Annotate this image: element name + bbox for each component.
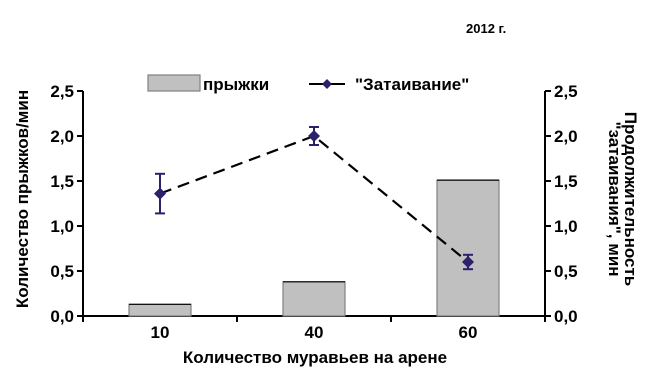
y-right-tick-label: 0,0 — [554, 307, 578, 326]
legend-bar-swatch — [147, 74, 201, 92]
legend-diamond-marker — [322, 79, 332, 89]
line-series — [154, 126, 474, 271]
y-left-tick-label: 0,5 — [50, 262, 74, 281]
year-label: 2012 г. — [466, 21, 506, 36]
bar — [436, 179, 500, 317]
line-series-path — [159, 134, 469, 263]
legend-bars-label: прыжки — [203, 75, 269, 94]
x-tick-label: 40 — [305, 323, 324, 342]
y-left-tick-label: 2,0 — [50, 127, 74, 146]
y-left-tick-label: 2,5 — [50, 82, 74, 101]
y-left-tick-label: 0,0 — [50, 307, 74, 326]
legend: прыжки "Затаивание" — [147, 74, 469, 94]
y-right-tick-label: 2,5 — [554, 82, 578, 101]
y-right-tick-label: 1,5 — [554, 172, 578, 191]
x-axis-title: Количество муравьев на арене — [183, 348, 447, 367]
line-point — [462, 256, 474, 268]
y-axis-right-title-line1: Продолжительность — [621, 112, 640, 287]
y-left-tick-label: 1,0 — [50, 217, 74, 236]
bars — [128, 179, 500, 317]
x-tick-label: 60 — [459, 323, 478, 342]
ticks: 0,0 0,0 0,5 0,5 1,0 1,0 1,5 1,5 2,0 2,0 2,5 2,5 10 40… — [50, 82, 577, 342]
y-right-tick-label: 2,0 — [554, 127, 578, 146]
legend-line-label: "Затаивание" — [355, 75, 469, 94]
y-axis-left-title: Количество прыжков/мин — [13, 90, 32, 308]
y-left-tick-label: 1,5 — [50, 172, 74, 191]
y-right-tick-label: 1,0 — [554, 217, 578, 236]
bar — [128, 303, 192, 317]
line-point — [308, 130, 320, 142]
x-tick-label: 10 — [151, 323, 170, 342]
y-right-tick-label: 0,5 — [554, 262, 578, 281]
y-axis-right-title-line2: "затаивания", мин — [605, 121, 624, 276]
bar — [282, 281, 346, 317]
line-point — [154, 187, 166, 200]
